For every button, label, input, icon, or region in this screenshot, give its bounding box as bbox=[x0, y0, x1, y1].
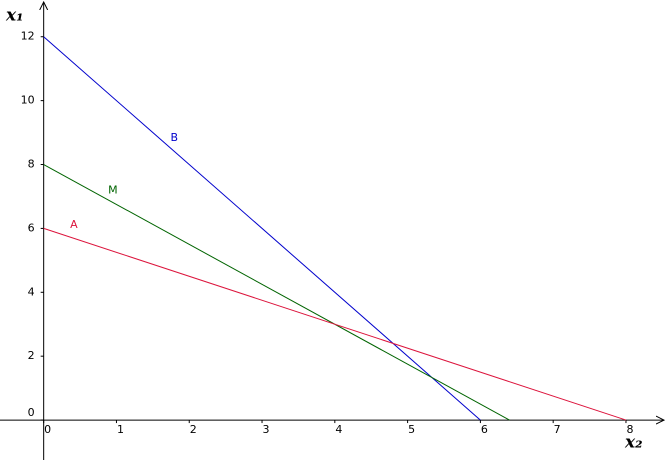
x-tick-label: 7 bbox=[554, 423, 561, 436]
x-tick-label: 1 bbox=[117, 423, 124, 436]
series-label: M bbox=[108, 183, 118, 196]
y-tick-label: 4 bbox=[28, 285, 35, 298]
x-tick-label: 8 bbox=[626, 423, 633, 436]
x-tick-label: 0 bbox=[44, 423, 51, 436]
x-tick-label: 6 bbox=[481, 423, 488, 436]
x-tick-label: 3 bbox=[263, 423, 270, 436]
y-tick-label: 0 bbox=[28, 406, 35, 419]
x-tick-label: 2 bbox=[190, 423, 197, 436]
series-line bbox=[43, 164, 510, 421]
x-axis-title: x₂ bbox=[624, 433, 643, 453]
y-tick-label: 6 bbox=[28, 221, 35, 234]
y-tick-label: 8 bbox=[28, 158, 35, 171]
y-tick-label: 10 bbox=[21, 94, 35, 107]
series-label: B bbox=[171, 131, 179, 144]
y-tick-label: 12 bbox=[21, 30, 35, 43]
series-line bbox=[43, 36, 481, 421]
x-tick-label: 5 bbox=[408, 423, 415, 436]
series-label: A bbox=[70, 218, 78, 231]
y-tick-label: 2 bbox=[28, 349, 35, 362]
y-axis-title: x₁ bbox=[5, 6, 24, 26]
x-tick-label: 4 bbox=[335, 423, 342, 436]
series-line bbox=[43, 227, 627, 421]
